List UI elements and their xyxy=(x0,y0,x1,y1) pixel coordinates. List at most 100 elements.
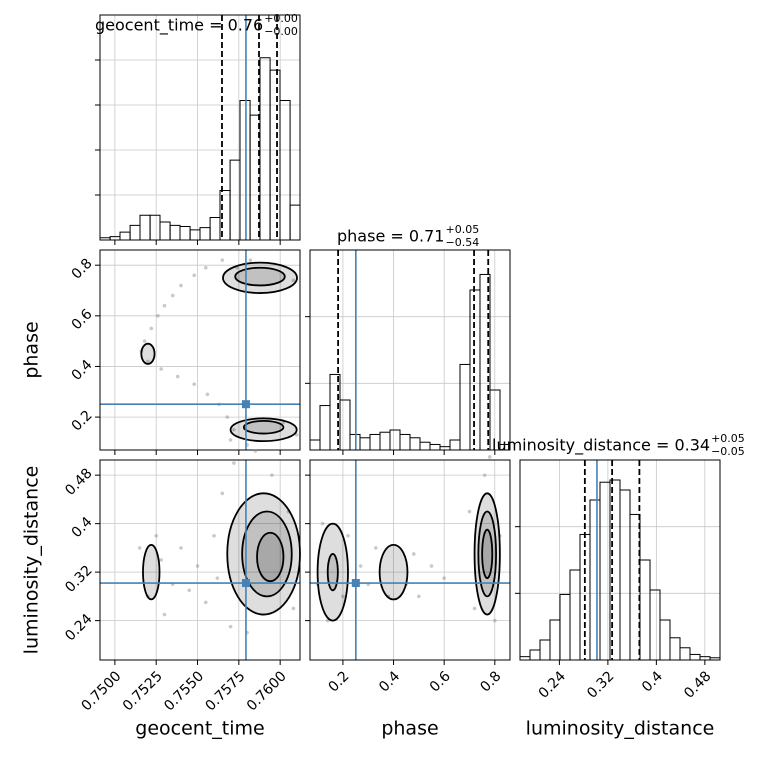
title-lower: −0.05 xyxy=(711,445,745,458)
hist-bar xyxy=(169,224,181,241)
sample-point xyxy=(205,392,210,397)
hist-bar xyxy=(459,363,471,451)
panel-title: phase = 0.71 xyxy=(337,227,444,246)
sample-point xyxy=(467,509,472,514)
hist-bar xyxy=(389,429,401,451)
truth-marker xyxy=(241,579,250,588)
sample-point xyxy=(472,606,477,611)
sample-point xyxy=(346,533,350,538)
sample-point xyxy=(159,558,163,562)
hist-bar xyxy=(189,229,201,241)
hist-bar xyxy=(119,231,131,241)
y-tick-label: 0.48 xyxy=(62,465,95,498)
hist-bar xyxy=(319,405,331,451)
truth-marker xyxy=(241,400,250,409)
hist-bar xyxy=(599,481,611,661)
sample-point xyxy=(146,359,150,364)
x-tick-label: 0.48 xyxy=(681,668,714,701)
x-tick-label: 0.2 xyxy=(326,668,353,695)
x-tick-label: 0.24 xyxy=(536,668,569,701)
hist-bar xyxy=(449,439,461,451)
panel-frame xyxy=(99,249,301,451)
panel-frame xyxy=(519,459,721,661)
sample-point xyxy=(493,618,497,623)
x-tick-label: 0.7575 xyxy=(203,668,249,714)
hist-bar xyxy=(179,226,191,241)
y-tick-label: 0.32 xyxy=(62,562,95,595)
contour xyxy=(142,543,161,601)
hist-bar xyxy=(359,437,371,451)
hist-bar xyxy=(429,443,441,451)
sample-point xyxy=(149,326,154,331)
x-tick-label: 0.7550 xyxy=(161,668,207,714)
hist-bar xyxy=(349,433,361,451)
contour xyxy=(378,543,409,601)
contour xyxy=(481,528,494,580)
contour xyxy=(256,531,285,583)
sample-point xyxy=(374,546,378,550)
hist-bar xyxy=(289,204,301,241)
sample-point xyxy=(482,473,487,477)
sample-point xyxy=(320,521,325,526)
sample-point xyxy=(417,594,421,599)
panel-frame xyxy=(99,14,301,241)
hist-bar xyxy=(589,499,601,661)
hist-bar xyxy=(399,433,411,451)
contour xyxy=(326,553,339,592)
hist-bar xyxy=(619,489,631,661)
sample-point xyxy=(192,273,197,278)
sample-point xyxy=(220,491,225,496)
hist-bar xyxy=(549,619,561,661)
sample-point xyxy=(215,576,220,580)
sample-point xyxy=(228,624,233,629)
y-tick-label: 0.2 xyxy=(69,407,96,434)
hist-bar xyxy=(409,437,421,451)
sample-point xyxy=(411,552,416,556)
sample-point xyxy=(232,461,236,465)
sample-point xyxy=(162,303,167,308)
sample-point xyxy=(225,415,230,419)
contour xyxy=(477,510,497,598)
sample-point xyxy=(175,374,180,379)
x-tick-label: 0.7525 xyxy=(120,668,166,714)
hist-bar xyxy=(129,224,141,241)
sample-point xyxy=(341,594,345,599)
y-axis-label: phase xyxy=(21,321,43,378)
sample-point xyxy=(358,564,363,568)
hist-bar xyxy=(369,433,381,451)
sample-point xyxy=(192,382,197,386)
x-tick-label: 0.7500 xyxy=(79,668,125,714)
y-tick-label: 0.6 xyxy=(69,306,96,333)
contour xyxy=(234,266,286,287)
sample-point xyxy=(203,600,208,605)
hist-bar xyxy=(689,653,701,661)
sample-point xyxy=(179,283,183,288)
hist-bar xyxy=(559,593,571,661)
hist-bar xyxy=(469,289,481,451)
hist-bar xyxy=(159,221,171,241)
truth-marker xyxy=(351,579,360,588)
x-axis-label: geocent_time xyxy=(135,718,264,740)
title-upper: +0.05 xyxy=(711,432,745,445)
hist-bar xyxy=(309,439,321,451)
hist-bar xyxy=(269,69,281,241)
y-axis-label: luminosity_distance xyxy=(21,466,43,655)
y-tick-label: 0.4 xyxy=(69,357,96,384)
sample-point xyxy=(212,533,216,538)
contour xyxy=(316,522,349,622)
sample-point xyxy=(187,588,192,593)
hist-bar xyxy=(639,559,651,661)
hist-bar xyxy=(259,57,271,241)
title-upper: +0.05 xyxy=(445,223,479,236)
hist-bar xyxy=(529,649,541,661)
sample-point xyxy=(232,427,236,432)
y-tick-label: 0.4 xyxy=(69,514,96,541)
y-tick-label: 0.8 xyxy=(69,256,96,283)
sample-point xyxy=(159,367,163,371)
contour xyxy=(140,342,156,365)
hist-bar xyxy=(669,637,681,661)
x-tick-label: 0.7600 xyxy=(244,668,290,714)
hist-bar xyxy=(659,619,671,661)
sample-point xyxy=(154,533,158,538)
